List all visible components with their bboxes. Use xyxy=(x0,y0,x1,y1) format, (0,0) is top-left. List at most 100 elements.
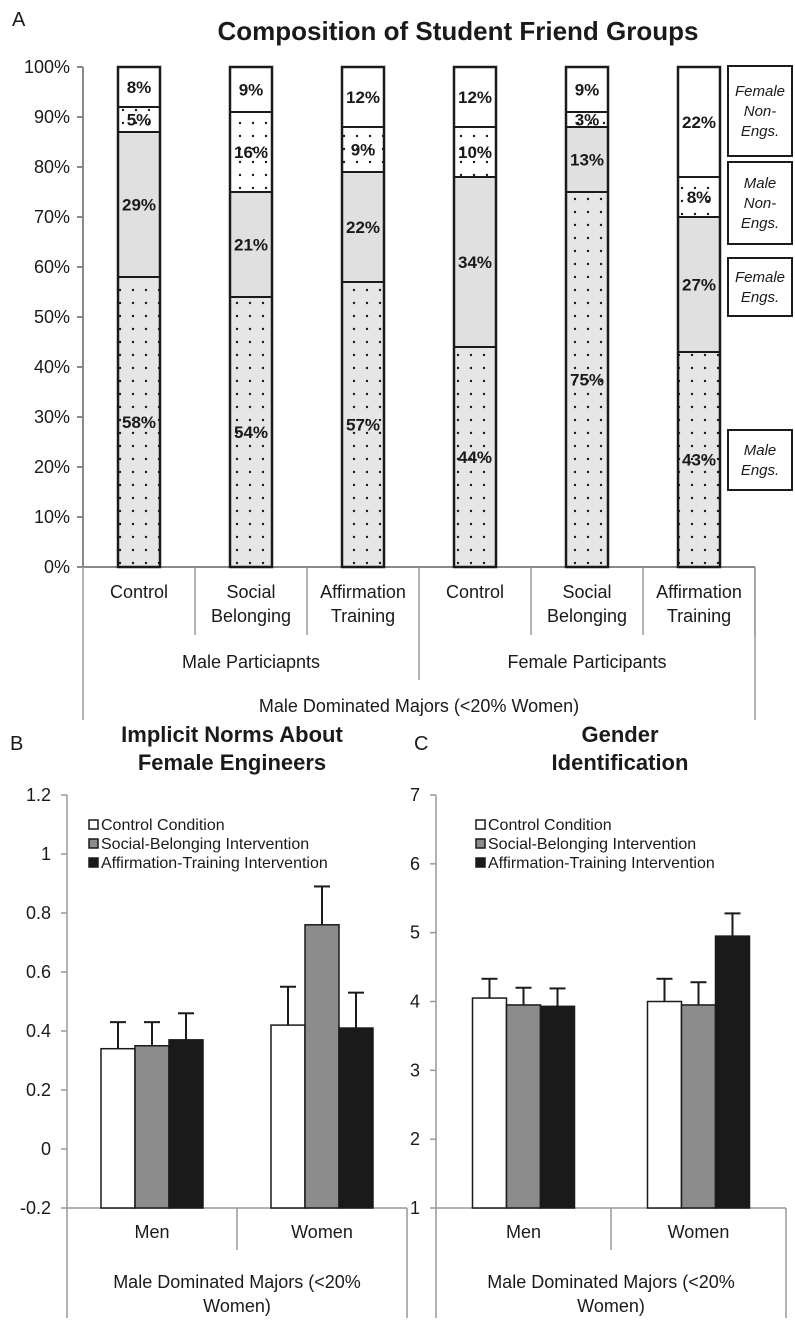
chart-c-title-line2: Identification xyxy=(552,750,689,775)
data-label: 27% xyxy=(682,276,716,295)
legend-label: Non- xyxy=(744,103,777,120)
chart-a: 0% 10% 20% 30% 40% 50% 60% 70% 80% 90% 100% 58% 29% 5… xyxy=(24,57,793,720)
data-label: 9% xyxy=(351,141,376,160)
y-tick-label: 4 xyxy=(410,992,420,1012)
chart-a-title: Composition of Student Friend Groups xyxy=(218,16,699,46)
legend-label: Engs. xyxy=(741,289,779,306)
data-label: 54% xyxy=(234,423,268,442)
category-label: Women xyxy=(668,1222,730,1242)
category-label: Control xyxy=(110,582,168,602)
chart-c: 1 2 3 4 5 6 7 Control Condition Social-Belonging… xyxy=(410,785,787,1318)
bar-outline xyxy=(564,65,610,569)
data-label: 21% xyxy=(234,236,268,255)
legend-label: Engs. xyxy=(741,462,779,479)
bar-outline xyxy=(228,65,274,569)
panel-b-letter: B xyxy=(10,733,23,755)
y-tick-label: 0% xyxy=(44,557,70,577)
bar-segment xyxy=(453,346,497,568)
legend-swatch xyxy=(88,819,99,830)
y-tick-label: 1 xyxy=(410,1198,420,1218)
y-tick-label: 0.8 xyxy=(26,903,51,923)
bar xyxy=(134,1045,170,1209)
legend-swatch xyxy=(475,838,486,849)
category-label: Training xyxy=(331,606,395,626)
panel-c-letter: C xyxy=(414,733,428,755)
data-label: 34% xyxy=(458,253,492,272)
bar-segment xyxy=(117,131,161,278)
y-tick-label: 7 xyxy=(410,785,420,805)
category-label: Men xyxy=(506,1222,541,1242)
y-tick-label: 1 xyxy=(41,844,51,864)
data-label: 10% xyxy=(458,143,492,162)
chart-c-title-line1: Gender xyxy=(581,722,658,747)
bar-segment xyxy=(453,176,497,348)
y-tick-label: 90% xyxy=(34,107,70,127)
data-label: 3% xyxy=(575,111,600,130)
data-label: 16% xyxy=(234,143,268,162)
y-tick-label: 0.2 xyxy=(26,1080,51,1100)
data-label: 57% xyxy=(346,416,380,435)
data-label: 22% xyxy=(346,218,380,237)
data-label: 12% xyxy=(458,88,492,107)
y-tick-label: 10% xyxy=(34,507,70,527)
data-label: 29% xyxy=(122,196,156,215)
group-label: Male Dominated Majors (<20% xyxy=(113,1272,361,1292)
y-tick-label: 1.2 xyxy=(26,785,51,805)
legend-swatch xyxy=(88,857,99,868)
legend-box xyxy=(727,161,793,245)
category-label: Belonging xyxy=(547,606,627,626)
data-label: 9% xyxy=(239,81,264,100)
y-tick-label: 0.6 xyxy=(26,962,51,982)
data-label: 43% xyxy=(682,451,716,470)
legend-label: Social-Belonging Intervention xyxy=(101,836,309,853)
bar xyxy=(680,1004,717,1209)
bar-outline xyxy=(116,65,162,569)
data-label: 75% xyxy=(570,371,604,390)
bar xyxy=(100,1047,136,1209)
data-label: 58% xyxy=(122,413,156,432)
y-tick-label: 40% xyxy=(34,357,70,377)
group-label: Female Participants xyxy=(507,652,666,672)
data-label: 9% xyxy=(575,81,600,100)
legend-label: Affirmation-Training Intervention xyxy=(488,855,715,872)
legend-label: Engs. xyxy=(741,123,779,140)
legend-label: Male xyxy=(744,442,777,459)
bar-segment xyxy=(117,66,161,108)
legend-swatch xyxy=(88,838,99,849)
y-tick-label: 60% xyxy=(34,257,70,277)
chart-b-title-line2: Female Engineers xyxy=(138,750,326,775)
y-tick-label: 30% xyxy=(34,407,70,427)
group-label: Male Particiapnts xyxy=(182,652,320,672)
y-tick-label: 70% xyxy=(34,207,70,227)
legend-label: Female xyxy=(735,269,785,286)
legend-label: Social-Belonging Intervention xyxy=(488,836,696,853)
legend-box xyxy=(727,65,793,157)
category-label: Affirmation xyxy=(656,582,742,602)
y-tick-label: 20% xyxy=(34,457,70,477)
y-tick-label: 100% xyxy=(24,57,70,77)
y-tick-label: 50% xyxy=(34,307,70,327)
data-label: 44% xyxy=(458,448,492,467)
data-label: 13% xyxy=(570,151,604,170)
bar xyxy=(338,1027,374,1209)
category-label: Training xyxy=(667,606,731,626)
y-tick-label: 5 xyxy=(410,923,420,943)
bar xyxy=(714,935,751,1209)
panel-a-letter: A xyxy=(12,9,26,31)
bar xyxy=(270,1024,306,1209)
y-tick-label: 2 xyxy=(410,1129,420,1149)
legend-label: Male xyxy=(744,175,777,192)
group-label: Women) xyxy=(203,1296,271,1316)
group-label: Women) xyxy=(577,1296,645,1316)
bar xyxy=(304,924,340,1209)
data-label: 12% xyxy=(346,88,380,107)
bar xyxy=(471,997,508,1209)
bar xyxy=(505,1004,542,1209)
bar-outline xyxy=(452,65,498,569)
legend-box xyxy=(727,429,793,491)
bar xyxy=(168,1039,204,1209)
category-label: Men xyxy=(134,1222,169,1242)
category-label: Affirmation xyxy=(320,582,406,602)
category-label: Control xyxy=(446,582,504,602)
